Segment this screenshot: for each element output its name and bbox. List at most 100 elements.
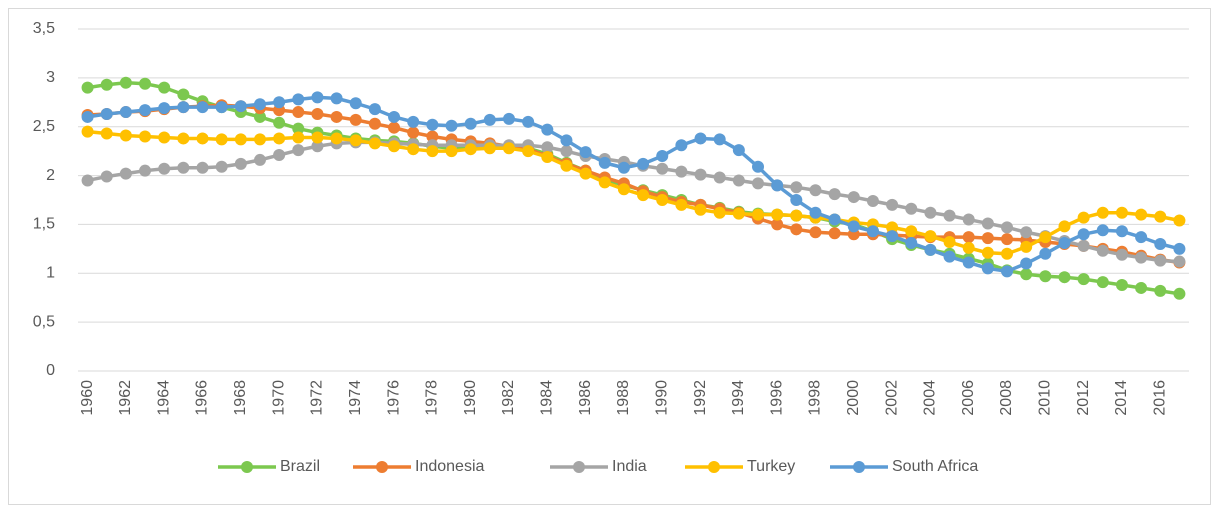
legend-marker	[376, 461, 388, 473]
marker	[215, 101, 228, 114]
marker	[1001, 221, 1014, 234]
series-line	[87, 103, 1180, 265]
marker	[1096, 224, 1109, 237]
marker	[330, 92, 343, 105]
marker	[388, 110, 401, 123]
x-tick-label: 1992	[692, 380, 709, 416]
marker	[905, 236, 918, 249]
marker	[617, 161, 630, 174]
marker	[732, 207, 745, 220]
marker	[1058, 220, 1071, 233]
marker	[100, 170, 113, 183]
marker	[522, 145, 535, 158]
legend-marker	[573, 461, 585, 473]
x-tick-label: 1964	[155, 380, 172, 416]
x-tick-label: 2008	[998, 380, 1015, 416]
marker	[81, 174, 94, 187]
marker	[368, 103, 381, 116]
marker	[924, 206, 937, 219]
y-tick-label: 1,5	[33, 216, 55, 233]
x-tick-label: 2012	[1075, 380, 1092, 416]
y-tick-label: 1	[46, 265, 55, 282]
marker	[1173, 214, 1186, 227]
series	[81, 125, 1186, 260]
x-tick-label: 1984	[539, 380, 556, 416]
marker	[311, 91, 324, 104]
marker	[1058, 236, 1071, 249]
marker	[1020, 240, 1033, 253]
x-tick-label: 1980	[462, 380, 479, 416]
marker	[253, 133, 266, 146]
x-tick-label: 2014	[1113, 380, 1130, 416]
legend-label: Brazil	[280, 458, 320, 475]
marker	[828, 227, 841, 240]
marker	[752, 177, 765, 190]
marker	[694, 168, 707, 181]
marker	[886, 221, 899, 234]
marker	[253, 110, 266, 123]
marker	[828, 213, 841, 226]
marker	[962, 231, 975, 244]
y-tick-label: 3,5	[33, 20, 55, 37]
marker	[139, 104, 152, 117]
marker	[560, 145, 573, 158]
marker	[292, 93, 305, 106]
y-tick-label: 0,5	[33, 313, 55, 330]
marker	[1001, 233, 1014, 246]
x-tick-label: 2002	[883, 380, 900, 416]
marker	[981, 246, 994, 259]
marker	[981, 217, 994, 230]
marker	[675, 198, 688, 211]
x-tick-label: 1996	[768, 380, 785, 416]
marker	[1154, 210, 1167, 223]
marker	[388, 140, 401, 153]
marker	[924, 230, 937, 243]
marker	[234, 133, 247, 146]
marker	[407, 143, 420, 156]
marker	[158, 162, 171, 175]
x-tick-label: 2000	[845, 380, 862, 416]
marker	[253, 98, 266, 111]
marker	[943, 209, 956, 222]
marker	[1115, 248, 1128, 261]
marker	[273, 96, 286, 109]
marker	[522, 115, 535, 128]
series	[81, 91, 1186, 278]
marker	[943, 236, 956, 249]
marker	[771, 218, 784, 231]
x-tick-label: 2006	[960, 380, 977, 416]
marker	[675, 165, 688, 178]
legend-label: Indonesia	[415, 458, 484, 475]
legend-marker	[241, 461, 253, 473]
marker	[311, 140, 324, 153]
marker	[579, 146, 592, 159]
marker	[119, 167, 132, 180]
marker	[292, 131, 305, 144]
chart-frame	[8, 8, 1211, 505]
marker	[1077, 239, 1090, 252]
marker	[866, 225, 879, 238]
marker	[1001, 265, 1014, 278]
legend-label: Turkey	[747, 458, 795, 475]
marker	[177, 132, 190, 145]
marker	[483, 113, 496, 126]
y-tick-label: 3	[46, 69, 55, 86]
marker	[330, 132, 343, 145]
marker	[905, 202, 918, 215]
legend-label: India	[612, 458, 647, 475]
marker	[886, 198, 899, 211]
marker	[541, 151, 554, 164]
x-tick-label: 2004	[922, 380, 939, 416]
marker	[656, 150, 669, 163]
marker	[656, 194, 669, 206]
marker	[368, 117, 381, 130]
marker	[273, 132, 286, 145]
marker	[713, 171, 726, 184]
marker	[675, 139, 688, 152]
marker	[292, 106, 305, 119]
marker	[790, 223, 803, 236]
marker	[119, 76, 132, 89]
marker	[1135, 231, 1148, 244]
marker	[81, 81, 94, 94]
marker	[1058, 271, 1071, 284]
